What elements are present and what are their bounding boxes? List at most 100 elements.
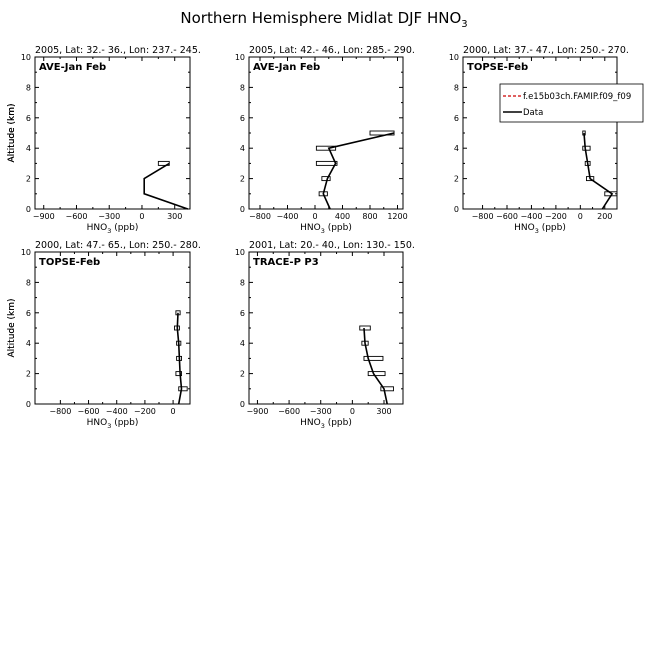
panel-5: 2001, Lat: 20.- 40., Lon: 130.- 150. 0 2 4 6… [7, 240, 415, 430]
legend: f.e15b03ch.FAMIP.f09_f09 Data [499, 83, 644, 123]
y-tick-label: 2 [26, 175, 31, 184]
y-tick-label: 6 [240, 309, 245, 318]
y-tick-label: 10 [235, 248, 245, 257]
y-axis-label: Altitude (km) [7, 103, 17, 162]
plot-frame [34, 56, 191, 210]
y-tick-label: 8 [26, 83, 31, 92]
error-bar [363, 355, 384, 361]
x-tick-label: 0 [350, 407, 355, 416]
error-bar [582, 145, 591, 151]
panel-4: 2000, Lat: 47.- 65., Lon: 250.- 280. 0 2 4 6… [7, 240, 201, 430]
x-tick-label: 400 [335, 212, 350, 221]
y-tick-label: 4 [26, 144, 31, 153]
x-axis-label-unit: (ppb) [325, 223, 352, 233]
plot-frame [34, 251, 191, 405]
y-tick-label: 0 [26, 205, 31, 214]
x-tick-label: 200 [597, 212, 612, 221]
x-axis-label-main: HNO [87, 223, 108, 233]
campaign-label: TOPSE-Feb [467, 62, 528, 73]
x-tick-label: −600 [496, 212, 518, 221]
x-tick-label: 300 [167, 212, 182, 221]
x-tick-label: 800 [362, 212, 377, 221]
x-tick-label: −800 [472, 212, 494, 221]
x-tick-label: −600 [65, 212, 87, 221]
campaign-label: AVE-Jan Feb [39, 62, 106, 73]
y-tick-label: 8 [240, 278, 245, 287]
y-tick-label: 0 [454, 205, 459, 214]
error-bar [380, 386, 394, 392]
x-tick-label: −900 [246, 407, 268, 416]
y-tick-label: 4 [454, 144, 459, 153]
y-tick-label: 6 [26, 114, 31, 123]
legend-box [499, 83, 644, 123]
x-tick-label: 300 [376, 407, 391, 416]
y-tick-label: 0 [26, 400, 31, 409]
legend-label: f.e15b03ch.FAMIP.f09_f09 [523, 92, 631, 102]
error-bar [359, 325, 371, 331]
error-bar [315, 160, 338, 166]
panel-header: 2000, Lat: 37.- 47., Lon: 250.- 270. [463, 45, 629, 56]
data-line [583, 132, 614, 210]
x-tick-label: −900 [33, 212, 55, 221]
y-tick-label: 8 [26, 278, 31, 287]
y-tick-label: 10 [449, 53, 459, 62]
data-line [363, 327, 388, 405]
panel-header: 2000, Lat: 47.- 65., Lon: 250.- 280. [35, 240, 201, 251]
y-tick-label: 6 [26, 309, 31, 318]
panel-2: 2005, Lat: 42.- 46., Lon: 285.- 290. 0 2 4 6… [7, 45, 415, 235]
campaign-label: AVE-Jan Feb [253, 62, 320, 73]
x-tick-label: −400 [277, 212, 299, 221]
x-axis-label-unit: (ppb) [325, 418, 352, 428]
x-axis-label: HNO3 (ppb) [300, 223, 352, 235]
x-axis-label-unit: (ppb) [539, 223, 566, 233]
x-axis-label-subscript: 3 [107, 422, 111, 430]
y-tick-label: 6 [454, 114, 459, 123]
panel-header: 2001, Lat: 20.- 40., Lon: 130.- 150. [249, 240, 415, 251]
campaign-label: TRACE-P P3 [253, 257, 319, 268]
x-tick-label: 0 [312, 212, 317, 221]
y-axis-label: Altitude (km) [7, 298, 17, 357]
y-axis-label: Altitude (km) [7, 103, 17, 162]
panels: 2005, Lat: 32.- 36., Lon: 237.- 245. 0 2 4 6… [7, 45, 629, 430]
x-axis-label-unit: (ppb) [111, 223, 138, 233]
y-tick-label: 4 [240, 144, 245, 153]
y-tick-label: 2 [26, 370, 31, 379]
y-tick-label: 8 [454, 83, 459, 92]
x-tick-label: −300 [310, 407, 332, 416]
x-axis-label: HNO3 (ppb) [300, 418, 352, 430]
x-axis-label-subscript: 3 [107, 227, 111, 235]
panel-header: 2005, Lat: 42.- 46., Lon: 285.- 290. [249, 45, 415, 56]
x-axis-label-subscript: 3 [321, 422, 325, 430]
y-tick-label: 10 [21, 53, 31, 62]
y-tick-label: 8 [240, 83, 245, 92]
x-axis-label: HNO3 (ppb) [514, 223, 566, 235]
y-tick-label: 10 [235, 53, 245, 62]
y-tick-label: 2 [240, 175, 245, 184]
x-tick-label: 0 [578, 212, 583, 221]
plot-frame [462, 56, 618, 210]
data-line [143, 162, 189, 210]
y-tick-label: 2 [240, 370, 245, 379]
x-tick-label: −600 [278, 407, 300, 416]
x-tick-label: −800 [249, 212, 271, 221]
x-tick-label: −400 [106, 407, 128, 416]
x-tick-label: −200 [134, 407, 156, 416]
y-tick-label: 0 [240, 205, 245, 214]
x-axis-label-main: HNO [300, 418, 321, 428]
y-tick-label: 2 [454, 175, 459, 184]
x-axis-label-main: HNO [514, 223, 535, 233]
y-tick-label: 4 [240, 339, 245, 348]
panel-1: 2005, Lat: 32.- 36., Lon: 237.- 245. 0 2 4 6… [7, 45, 201, 235]
x-axis-label-subscript: 3 [535, 227, 539, 235]
x-tick-label: 1200 [387, 212, 407, 221]
x-tick-label: −300 [98, 212, 120, 221]
y-axis-label: Altitude (km) [7, 298, 17, 357]
data-line [176, 312, 183, 405]
y-tick-label: 4 [26, 339, 31, 348]
x-axis-label-unit: (ppb) [111, 418, 138, 428]
y-axis-label: Altitude (km) [7, 103, 17, 162]
x-axis-label: HNO3 (ppb) [87, 418, 139, 430]
x-tick-label: 0 [139, 212, 144, 221]
x-axis-label: HNO3 (ppb) [87, 223, 139, 235]
